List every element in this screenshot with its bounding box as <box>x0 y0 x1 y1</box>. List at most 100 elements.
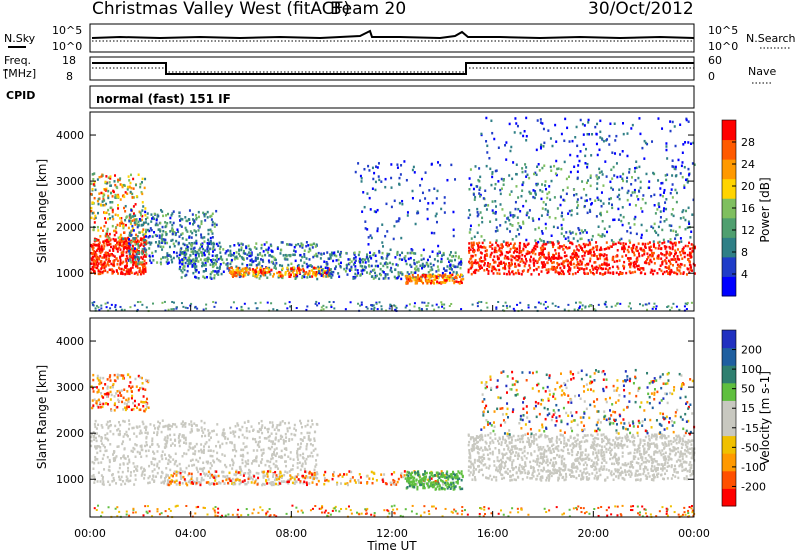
echo-cell <box>313 266 316 270</box>
echo-cell <box>619 213 622 217</box>
echo-cell <box>133 465 136 468</box>
echo-cell <box>128 458 131 462</box>
echo-cell <box>248 247 251 251</box>
echo-cell <box>579 118 582 122</box>
echo-cell <box>617 273 620 276</box>
echo-cell <box>628 259 631 263</box>
echo-cell <box>206 275 209 279</box>
echo-cell <box>199 246 202 250</box>
echo-cell <box>145 248 148 252</box>
echo-cell <box>585 231 588 234</box>
echo-cell <box>161 419 164 422</box>
echo-cell <box>369 255 372 258</box>
echo-cell <box>419 279 422 283</box>
echo-cell <box>141 201 144 204</box>
echo-cell <box>315 270 318 274</box>
colorbar-tick-label: 28 <box>741 136 755 149</box>
echo-cell <box>142 221 145 225</box>
echo-cell <box>629 271 632 275</box>
echo-cell <box>652 240 655 243</box>
echo-cell <box>189 446 192 450</box>
echo-cell <box>557 241 560 244</box>
echo-cell <box>93 221 96 224</box>
echo-cell <box>184 436 187 440</box>
echo-cell <box>124 457 127 460</box>
echo-cell <box>686 253 689 257</box>
echo-cell <box>203 253 206 257</box>
echo-cell <box>156 215 159 218</box>
echo-cell <box>483 239 486 242</box>
echo-cell <box>250 263 253 267</box>
echo-cell <box>132 205 135 208</box>
echo-cell <box>122 237 125 240</box>
echo-cell <box>105 253 108 256</box>
echo-cell <box>586 162 589 166</box>
echo-cell <box>207 445 210 449</box>
echo-cell <box>129 268 132 271</box>
echo-cell <box>102 195 105 198</box>
echo-cell <box>638 268 641 271</box>
echo-cell <box>471 303 474 306</box>
echo-cell <box>668 272 671 276</box>
echo-cell <box>172 458 175 461</box>
echo-cell <box>172 210 175 213</box>
echo-cell <box>286 427 289 430</box>
echo-cell <box>283 440 286 443</box>
echo-cell <box>238 248 241 252</box>
echo-cell <box>119 183 122 186</box>
echo-cell <box>179 248 182 252</box>
echo-cell <box>221 453 224 456</box>
echo-cell <box>171 230 174 233</box>
echo-cell <box>427 302 430 305</box>
echo-cell <box>181 271 184 274</box>
echo-cell <box>693 272 696 275</box>
echo-cell <box>372 253 375 257</box>
echo-cell <box>484 246 487 249</box>
echo-cell <box>232 254 235 257</box>
echo-cell <box>364 258 367 261</box>
echo-cell <box>272 462 275 466</box>
echo-cell <box>144 425 147 429</box>
echo-cell <box>128 254 131 258</box>
echo-cell <box>386 254 389 258</box>
echo-cell <box>658 244 661 247</box>
echo-cell <box>567 212 570 215</box>
echo-cell <box>654 307 657 310</box>
echo-cell <box>239 428 242 432</box>
echo-cell <box>674 188 677 192</box>
echo-cell <box>497 180 500 183</box>
echo-cell <box>339 261 342 265</box>
echo-cell <box>330 276 333 279</box>
echo-cell <box>443 303 446 306</box>
echo-cell <box>504 266 507 270</box>
echo-cell <box>662 209 665 213</box>
echo-cell <box>420 275 423 279</box>
echo-cell <box>378 301 381 304</box>
echo-cell <box>177 256 180 260</box>
echo-cell <box>484 189 487 192</box>
echo-cell <box>258 277 261 280</box>
echo-cell <box>497 244 500 248</box>
echo-cell <box>653 302 656 305</box>
echo-cell <box>319 272 322 276</box>
echo-cell <box>310 243 313 247</box>
echo-cell <box>170 239 173 242</box>
echo-cell <box>494 210 497 214</box>
echo-cell <box>491 172 494 176</box>
echo-cell <box>314 245 317 248</box>
echo-cell <box>635 246 638 249</box>
echo-cell <box>599 252 602 256</box>
echo-cell <box>473 198 476 201</box>
echo-cell <box>178 211 181 214</box>
echo-cell <box>159 261 162 264</box>
echo-cell <box>209 476 212 480</box>
echo-cell <box>470 260 473 264</box>
echo-cell <box>180 302 183 305</box>
echo-cell <box>509 247 512 251</box>
echo-cell <box>158 240 161 243</box>
echo-cell <box>361 265 364 268</box>
echo-cell <box>644 245 647 248</box>
echo-cell <box>518 244 521 248</box>
echo-cell <box>97 197 100 201</box>
echo-cell <box>179 265 182 269</box>
